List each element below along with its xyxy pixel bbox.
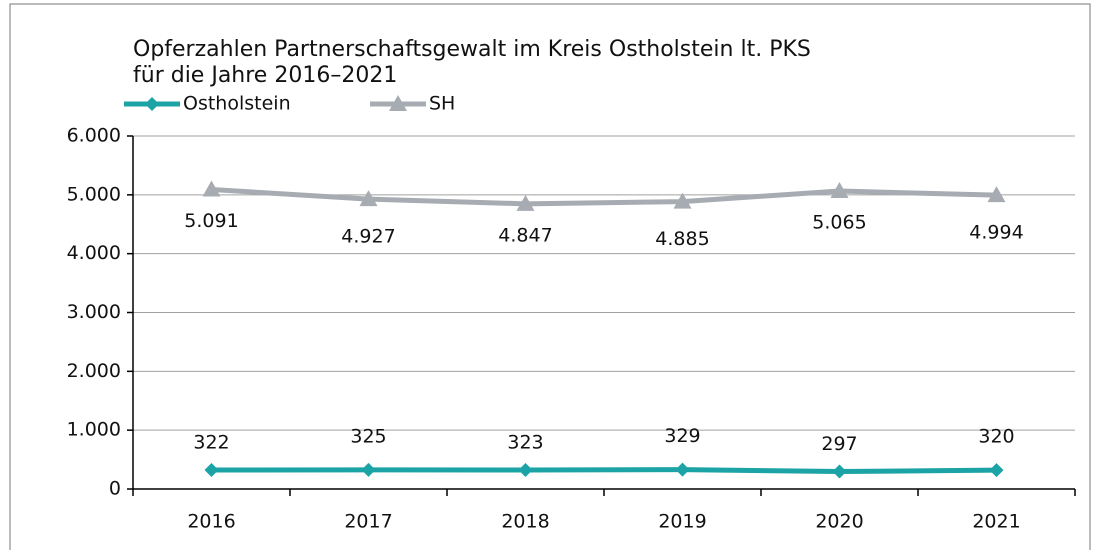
data-label: 322: [193, 432, 229, 454]
x-tick-label: 2016: [187, 511, 235, 533]
marker: [989, 463, 1004, 478]
marker: [832, 464, 847, 479]
series-line: [211, 186, 997, 207]
data-label: 4.994: [969, 222, 1023, 244]
data-label: 5.065: [812, 212, 866, 234]
data-label: 329: [664, 425, 700, 447]
marker: [359, 190, 378, 207]
marker: [145, 97, 159, 111]
marker: [830, 182, 849, 199]
data-label: 320: [978, 426, 1014, 448]
chart-title: Opferzahlen Partnerschaftsgewalt im Krei…: [133, 37, 811, 62]
data-label: 4.927: [341, 226, 395, 248]
y-tick-label: 0: [109, 478, 121, 500]
y-tick-label: 3.000: [67, 301, 121, 323]
y-tick-label: 1.000: [67, 419, 121, 441]
data-label: 325: [350, 425, 386, 447]
marker: [389, 95, 407, 111]
x-tick-label: 2021: [972, 511, 1020, 533]
legend-label: Ostholstein: [183, 93, 291, 115]
marker: [518, 462, 533, 477]
y-tick-label: 2.000: [67, 360, 121, 382]
marker: [204, 463, 219, 478]
marker: [202, 180, 221, 197]
x-tick-label: 2018: [501, 511, 549, 533]
chart-title: für die Jahre 2016–2021: [133, 63, 397, 88]
data-label: 4.885: [655, 228, 709, 250]
marker: [673, 192, 692, 209]
marker: [361, 462, 376, 477]
marker: [675, 462, 690, 477]
y-tick-label: 6.000: [67, 125, 121, 147]
x-tick-label: 2020: [815, 511, 863, 533]
data-label: 297: [821, 433, 857, 455]
chart-frame: [9, 3, 1091, 550]
data-label: 323: [507, 431, 543, 453]
x-tick-label: 2019: [658, 511, 706, 533]
y-tick-label: 4.000: [67, 242, 121, 264]
legend-label: SH: [429, 93, 455, 115]
data-label: 4.847: [498, 224, 552, 246]
data-label: 5.091: [184, 210, 238, 232]
y-tick-label: 5.000: [67, 183, 121, 205]
x-tick-label: 2017: [344, 511, 392, 533]
series-line: [211, 467, 997, 475]
marker: [987, 186, 1006, 203]
marker: [516, 194, 535, 211]
